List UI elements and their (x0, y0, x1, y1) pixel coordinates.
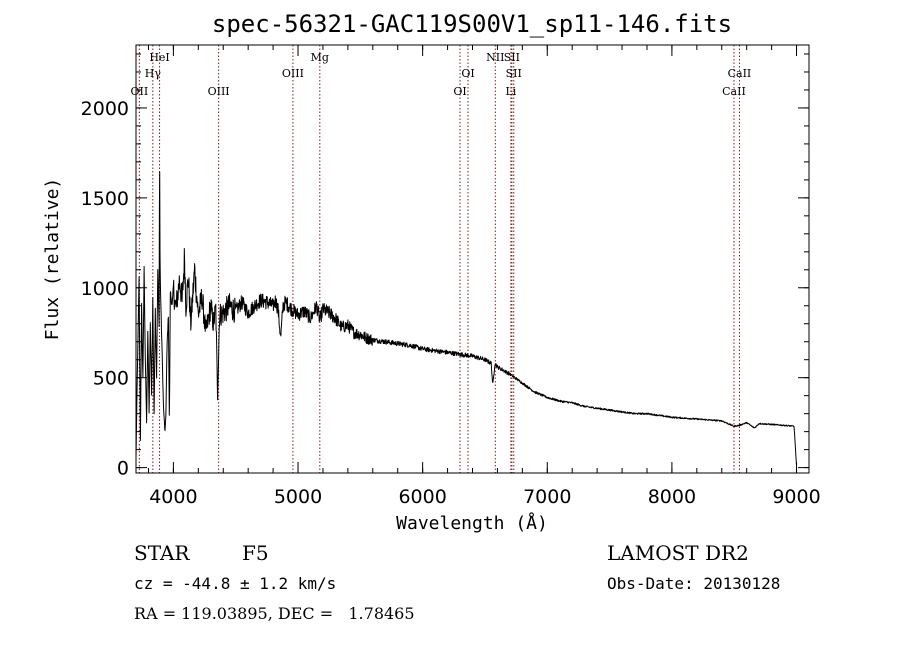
spectral-line-label: HeI (149, 51, 169, 64)
x-tick-label: 9000 (772, 486, 820, 508)
x-tick-label: 5000 (274, 486, 322, 508)
spectral-line-label: OI (453, 85, 466, 98)
y-tick-label: 1500 (81, 188, 129, 210)
observation-date: Obs-Date: 20130128 (607, 574, 780, 593)
y-tick-label: 500 (93, 368, 129, 390)
spectral-line-label: OII (131, 85, 149, 98)
spectral-line-label: Mg (311, 51, 329, 64)
spectral-line-label: OI (461, 67, 474, 80)
spectral-line-label: Li (505, 85, 516, 98)
flux-series-line (135, 171, 797, 466)
spectral-line-labels: OII Hγ HeI OIII OIII Mg OI OI NII SII SII Li CaII CaI… (131, 51, 752, 98)
spectral-line-label: SII (504, 51, 520, 64)
spectral-line-label: OIII (282, 67, 304, 80)
y-axis-label: Flux (relative) (42, 178, 63, 341)
spectral-line-label: Hγ (145, 67, 162, 80)
y-tick-label: 1000 (81, 278, 129, 300)
spectral-line-label: CaII (728, 67, 752, 80)
chart-title: spec-56321-GAC119S00V1_sp11-146.fits (212, 10, 732, 38)
plot-frame (135, 44, 810, 474)
series-layer (135, 171, 797, 466)
spectral-line-label: NII (486, 51, 504, 64)
x-axis-label: Wavelength (Å) (396, 512, 548, 534)
axes: 4000 5000 6000 7000 8000 9000 0 500 1000 1500 2000 (81, 45, 821, 508)
spectral-line-label: SII (506, 67, 522, 80)
x-tick-label: 4000 (149, 486, 197, 508)
x-tick-label: 6000 (398, 486, 446, 508)
y-tick-label: 0 (117, 458, 129, 480)
object-class: STAR (134, 541, 190, 565)
spectral-line-markers (138, 45, 740, 473)
x-tick-label: 7000 (523, 486, 571, 508)
x-tick-label: 8000 (648, 486, 696, 508)
spectral-line-label: CaII (722, 85, 746, 98)
spectral-line-label: OIII (208, 85, 230, 98)
survey-name: LAMOST DR2 (607, 541, 749, 565)
y-tick-label: 2000 (81, 98, 129, 120)
object-subclass: F5 (242, 541, 269, 565)
ra-dec-coordinates: RA = 119.03895, DEC = 1.78465 (134, 604, 415, 623)
redshift-cz: cz = -44.8 ± 1.2 km/s (134, 574, 336, 593)
